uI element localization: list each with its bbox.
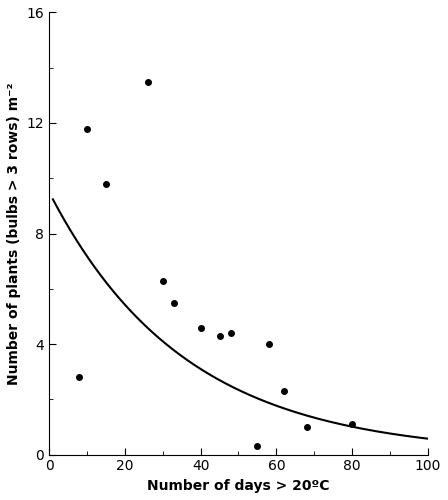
Point <box>197 324 204 332</box>
Point <box>303 423 310 431</box>
Point <box>76 374 83 382</box>
Point <box>227 329 234 337</box>
Point <box>265 340 272 348</box>
Point <box>280 387 288 395</box>
Point <box>83 124 90 132</box>
Point <box>171 298 178 306</box>
Point <box>216 332 223 340</box>
Point <box>254 442 261 450</box>
X-axis label: Number of days > 20ºC: Number of days > 20ºC <box>147 479 330 493</box>
Point <box>159 276 166 284</box>
Point <box>349 420 356 428</box>
Point <box>144 78 151 86</box>
Point <box>102 180 109 188</box>
Y-axis label: Number of plants (bulbs > 3 rows) m⁻²: Number of plants (bulbs > 3 rows) m⁻² <box>7 82 21 385</box>
